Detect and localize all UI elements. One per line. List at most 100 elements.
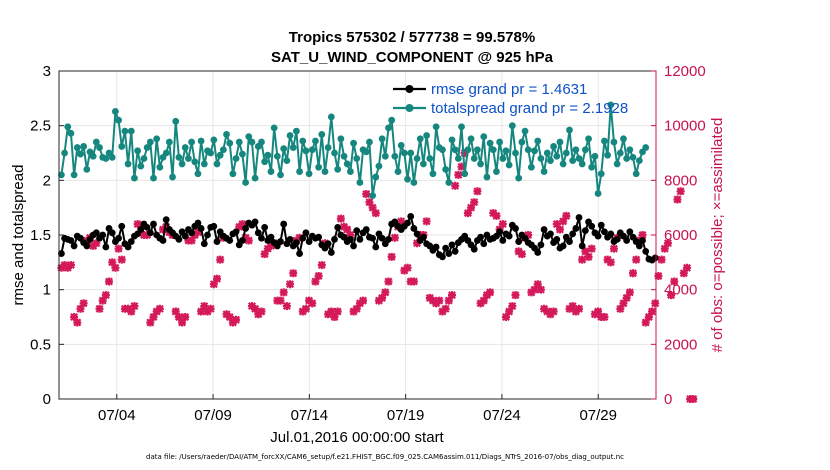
rmse-point xyxy=(378,234,386,242)
obs-count-marker xyxy=(260,250,269,259)
totalspread-point xyxy=(480,133,488,141)
rmse-point xyxy=(353,227,361,235)
rmse-point xyxy=(324,240,332,248)
obs-count-marker xyxy=(575,304,584,313)
rmse-point xyxy=(292,239,300,247)
totalspread-point xyxy=(470,155,478,162)
totalspread-point xyxy=(486,139,494,147)
totalspread-point xyxy=(518,138,526,146)
totalspread-point xyxy=(191,158,199,166)
rmse-point xyxy=(496,228,504,236)
rmse-point xyxy=(635,242,643,250)
obs-count-marker xyxy=(689,395,698,403)
totalspread-point xyxy=(620,135,627,143)
totalspread-point xyxy=(378,135,386,143)
obs-count-marker xyxy=(447,291,456,300)
totalspread-point xyxy=(375,162,383,170)
obs-count-marker xyxy=(162,222,171,231)
rmse-point xyxy=(239,237,246,244)
totalspread-point xyxy=(597,170,605,178)
obs-count-marker xyxy=(641,318,650,327)
obs-count-marker xyxy=(492,211,501,220)
obs-count-marker xyxy=(200,302,209,311)
totalspread-point xyxy=(556,138,564,146)
totalspread-point xyxy=(115,116,122,124)
totalspread-point xyxy=(483,173,491,181)
obs-count-marker xyxy=(587,244,596,253)
obs-count-marker xyxy=(606,258,615,267)
totalspread-point xyxy=(343,160,351,168)
rmse-point xyxy=(296,250,303,257)
right-y-tick-label: 6000 xyxy=(664,227,697,244)
totalspread-point xyxy=(127,127,135,135)
obs-count-marker xyxy=(311,277,320,286)
totalspread-point xyxy=(442,166,450,173)
totalspread-point xyxy=(270,124,278,132)
obs-count-marker xyxy=(197,307,206,316)
rmse-point xyxy=(254,229,262,237)
obs-count-marker xyxy=(216,255,225,264)
obs-count-marker xyxy=(568,302,577,311)
rmse-point xyxy=(515,238,523,245)
obs-count-marker xyxy=(435,296,444,305)
rmse-point xyxy=(537,241,545,249)
right-y-tick-label: 2000 xyxy=(664,336,697,353)
totalspread-point xyxy=(575,155,583,162)
obs-count-marker xyxy=(365,198,374,207)
rmse-point xyxy=(315,233,323,241)
totalspread-point xyxy=(229,170,237,178)
totalspread-point xyxy=(527,163,535,171)
rmse-point xyxy=(439,253,446,261)
obs-count-marker xyxy=(209,280,218,289)
rmse-point xyxy=(334,223,342,231)
totalspread-point xyxy=(616,149,624,157)
obs-count-marker xyxy=(251,304,260,313)
totalspread-point xyxy=(474,146,481,154)
obs-count-marker xyxy=(654,272,663,280)
rmse-point xyxy=(200,240,208,248)
totalspread-point xyxy=(108,153,116,161)
totalspread-point xyxy=(245,133,253,141)
obs-count-marker xyxy=(667,291,676,300)
totalspread-point xyxy=(134,147,142,155)
totalspread-point xyxy=(521,127,529,135)
obs-count-marker xyxy=(648,307,657,316)
rmse-point xyxy=(305,238,313,245)
totalspread-point xyxy=(131,174,138,182)
rmse-point xyxy=(124,243,132,251)
rmse-point xyxy=(413,230,421,238)
rmse-point xyxy=(575,214,583,221)
totalspread-point xyxy=(185,155,192,162)
obs-count-marker xyxy=(467,203,476,212)
x-tick-label: 07/14 xyxy=(291,407,329,424)
totalspread-point xyxy=(286,132,294,139)
totalspread-point xyxy=(258,138,265,146)
totalspread-point xyxy=(385,124,392,132)
totalspread-point xyxy=(102,155,110,162)
totalspread-point xyxy=(642,144,650,151)
totalspread-point xyxy=(588,163,596,171)
rmse-point xyxy=(92,229,100,237)
totalspread-point xyxy=(200,160,208,168)
obs-count-marker xyxy=(479,296,488,305)
totalspread-point xyxy=(416,135,424,143)
totalspread-point xyxy=(445,179,453,186)
obs-count-marker xyxy=(317,261,326,270)
totalspread-point xyxy=(315,163,323,171)
obs-count-marker xyxy=(390,233,399,242)
totalspread-point xyxy=(280,145,288,153)
left-y-axis-label: rmse and totalspread xyxy=(10,165,27,306)
rmse-point xyxy=(188,229,196,237)
totalspread-point xyxy=(140,155,148,162)
x-tick-label: 07/04 xyxy=(98,407,136,424)
left-y-tick-label: 3 xyxy=(43,63,51,80)
obs-count-marker xyxy=(657,255,666,264)
obs-count-marker xyxy=(92,239,101,248)
totalspread-point xyxy=(451,146,459,154)
obs-count-marker xyxy=(584,252,593,261)
legend: rmse grand pr = 1.4631 totalspread grand… xyxy=(393,81,628,117)
obs-count-marker xyxy=(473,187,482,196)
totalspread-point xyxy=(92,138,100,146)
obs-count-marker xyxy=(171,307,180,316)
